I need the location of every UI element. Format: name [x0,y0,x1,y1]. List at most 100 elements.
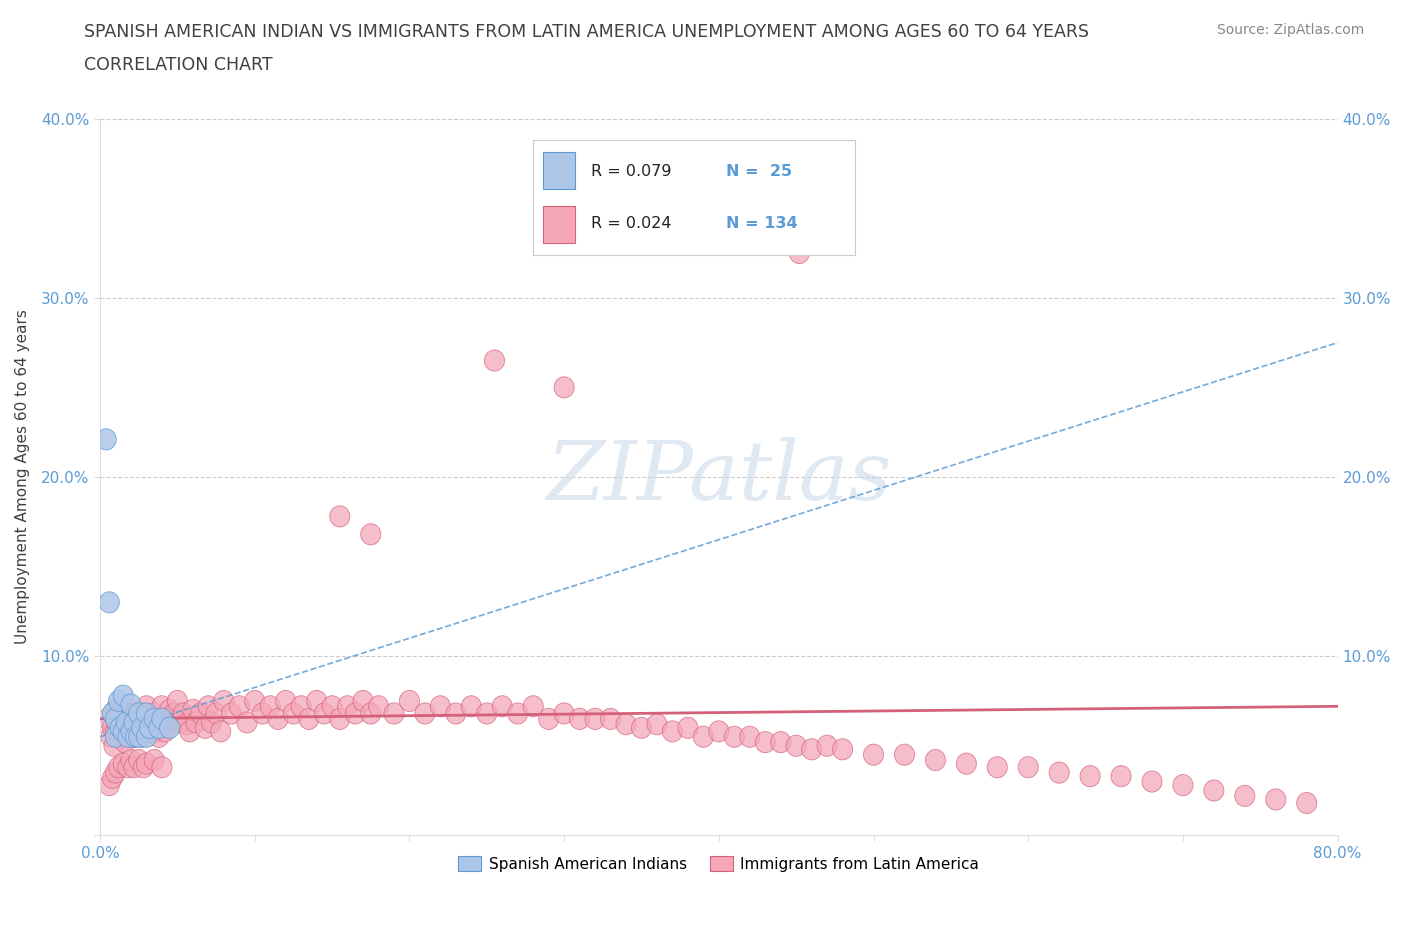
Ellipse shape [616,713,636,735]
Ellipse shape [322,696,342,717]
Ellipse shape [128,703,149,724]
Ellipse shape [361,524,381,545]
Ellipse shape [112,753,134,775]
Ellipse shape [430,696,450,717]
Ellipse shape [789,243,810,263]
Ellipse shape [103,717,122,738]
Ellipse shape [238,711,257,733]
Ellipse shape [124,757,145,777]
Ellipse shape [148,713,167,735]
Ellipse shape [554,377,574,398]
Ellipse shape [724,726,744,748]
Ellipse shape [299,709,319,729]
Ellipse shape [128,721,149,742]
Ellipse shape [167,690,187,711]
Ellipse shape [136,753,156,775]
Ellipse shape [120,726,139,748]
Ellipse shape [191,703,211,724]
Ellipse shape [214,690,233,711]
Ellipse shape [863,744,883,765]
Ellipse shape [207,703,226,724]
Ellipse shape [180,721,200,742]
Ellipse shape [111,717,132,738]
Ellipse shape [134,703,153,724]
Ellipse shape [115,732,135,752]
Text: SPANISH AMERICAN INDIAN VS IMMIGRANTS FROM LATIN AMERICA UNEMPLOYMENT AMONG AGES: SPANISH AMERICAN INDIAN VS IMMIGRANTS FR… [84,23,1090,41]
Ellipse shape [346,703,366,724]
Ellipse shape [832,738,852,760]
Ellipse shape [149,726,169,748]
Ellipse shape [100,591,120,613]
Ellipse shape [186,711,207,733]
Ellipse shape [585,709,605,729]
Ellipse shape [145,750,165,771]
Ellipse shape [956,753,976,775]
Ellipse shape [121,694,141,715]
Ellipse shape [112,721,134,742]
Ellipse shape [662,721,682,742]
Ellipse shape [152,709,172,729]
Ellipse shape [229,696,249,717]
Ellipse shape [108,690,128,711]
Ellipse shape [693,726,713,748]
Y-axis label: Unemployment Among Ages 60 to 64 years: Unemployment Among Ages 60 to 64 years [15,310,30,644]
Ellipse shape [105,762,125,783]
Ellipse shape [538,709,558,729]
Ellipse shape [160,699,180,721]
Ellipse shape [894,744,914,765]
Ellipse shape [121,750,141,771]
Ellipse shape [315,703,335,724]
Ellipse shape [128,750,149,771]
Ellipse shape [173,703,194,724]
Ellipse shape [110,703,131,724]
Ellipse shape [1173,775,1194,796]
Ellipse shape [1234,785,1256,806]
Ellipse shape [245,690,264,711]
Ellipse shape [740,726,759,748]
Ellipse shape [269,709,288,729]
Ellipse shape [1296,792,1317,814]
Ellipse shape [125,703,146,724]
Ellipse shape [141,709,162,729]
Ellipse shape [600,709,620,729]
Ellipse shape [485,350,505,371]
Text: Source: ZipAtlas.com: Source: ZipAtlas.com [1216,23,1364,37]
Ellipse shape [253,703,273,724]
Ellipse shape [128,726,149,748]
Ellipse shape [112,685,134,706]
Ellipse shape [132,726,152,748]
Ellipse shape [105,726,125,748]
Text: ZIPatlas: ZIPatlas [546,437,891,517]
Ellipse shape [142,717,163,738]
Ellipse shape [121,721,141,742]
Ellipse shape [118,726,138,748]
Ellipse shape [1049,762,1069,783]
Ellipse shape [330,506,350,527]
Ellipse shape [139,721,160,742]
Ellipse shape [1204,780,1225,801]
Ellipse shape [97,709,118,729]
Ellipse shape [136,703,156,724]
Ellipse shape [131,711,150,733]
Ellipse shape [446,703,465,724]
Ellipse shape [260,696,280,717]
Ellipse shape [492,696,512,717]
Ellipse shape [786,735,806,756]
Ellipse shape [384,703,404,724]
Ellipse shape [201,711,222,733]
Ellipse shape [107,713,127,735]
Ellipse shape [118,713,138,735]
Ellipse shape [112,709,134,729]
Ellipse shape [1080,765,1099,787]
Ellipse shape [523,696,543,717]
Ellipse shape [569,709,589,729]
Ellipse shape [96,429,117,450]
Ellipse shape [755,732,775,752]
Ellipse shape [108,757,128,777]
Ellipse shape [337,696,357,717]
Ellipse shape [149,717,169,738]
Ellipse shape [121,721,141,742]
Ellipse shape [276,690,295,711]
Ellipse shape [145,703,165,724]
Ellipse shape [631,717,651,738]
